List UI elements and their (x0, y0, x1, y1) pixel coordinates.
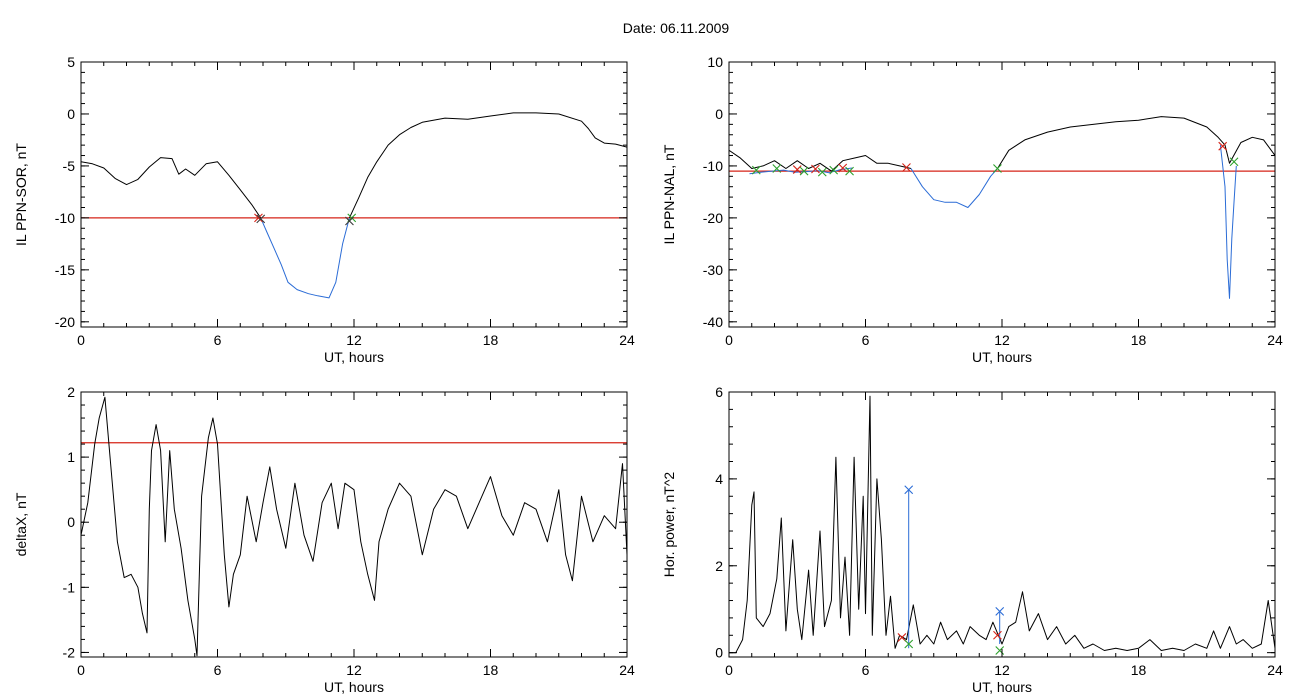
ppn-nal-ytick-label: 0 (715, 106, 723, 122)
hor-power-xtick-label: 18 (1131, 662, 1147, 678)
ppn-nal-marker-2 (792, 165, 802, 174)
ppn-sor-series-1 (260, 217, 350, 299)
deltax-ytick-label: -1 (63, 579, 76, 595)
hor-power-series-1 (908, 489, 1001, 649)
hor-power-marker-4 (904, 639, 914, 649)
ppn-sor-xtick-label: 24 (619, 332, 635, 348)
ppn-nal-ytick-label: -40 (703, 314, 723, 330)
hor-power-xtick-label: 6 (862, 662, 870, 678)
deltax-ytick-label: -2 (63, 644, 76, 660)
ppn-sor-xlabel: UT, hours (324, 349, 384, 365)
hor-power-ytick-label: 4 (715, 471, 723, 487)
ppn-nal-series-1 (749, 145, 1237, 299)
ppn-nal-marker-11 (1218, 141, 1228, 151)
ppn-sor-xtick-label: 18 (483, 332, 499, 348)
ppn-sor-xtick-label: 12 (346, 332, 362, 348)
hor-power-xtick-label: 0 (725, 662, 733, 678)
ppn-nal-marker-10 (993, 164, 1002, 173)
ppn-nal-marker-3 (799, 166, 809, 176)
deltax-xtick-label: 12 (346, 662, 362, 678)
ppn-sor-ylabel: IL PPN-SOR, nT (13, 143, 29, 246)
ppn-nal-ytick-label: 10 (707, 54, 723, 70)
ppn-nal-xtick-label: 6 (862, 332, 870, 348)
deltax-xtick-label: 0 (77, 662, 85, 678)
ppn-nal-marker-7 (838, 163, 848, 173)
ppn-sor-ytick-label: 0 (67, 106, 75, 122)
ppn-nal-axes-frame (728, 61, 1276, 328)
ppn-sor-xtick-label: 0 (77, 332, 85, 348)
hor-power-xtick-label: 12 (994, 662, 1010, 678)
hor-power-ylabel: Hor. power, nT^2 (661, 472, 677, 578)
deltax-xlabel: UT, hours (324, 679, 384, 695)
ppn-nal-marker-8 (845, 166, 854, 176)
ppn-sor-series-0 (81, 112, 627, 219)
ppn-nal-ytick-label: -30 (703, 262, 723, 278)
panel-ppn-nal: 0 6 12 18 24 -40 -30 -20 -10 0 10 UT, hours IL PPN-N… (661, 54, 1283, 365)
ppn-nal-marker-12 (1229, 157, 1239, 167)
ppn-sor-ytick-label: -20 (55, 314, 75, 330)
ppn-sor-ytick-label: 5 (67, 54, 75, 70)
hor-power-series-0 (729, 395, 1275, 654)
deltax-xtick-label: 18 (483, 662, 499, 678)
panel-ppn-sor: 0 6 12 18 24 -20 -15 -10 -5 0 5 UT, hours IL PPN-SOR… (13, 54, 635, 365)
hor-power-marker-0 (904, 485, 914, 495)
ppn-nal-marker-6 (829, 165, 839, 175)
deltax-axes-frame (80, 391, 628, 658)
ppn-sor-ytick-label: -10 (55, 210, 75, 226)
hor-power-marker-2 (897, 633, 907, 642)
deltax-ytick-label: 2 (67, 384, 75, 400)
deltax-xtick-label: 24 (619, 662, 635, 678)
ppn-sor-axes-frame (80, 61, 628, 328)
ppn-nal-marker-1 (772, 164, 782, 173)
ppn-nal-marker-0 (751, 165, 761, 175)
ppn-nal-xtick-label: 12 (994, 332, 1010, 348)
ppn-nal-xtick-label: 0 (725, 332, 733, 348)
hor-power-ytick-label: 2 (715, 558, 723, 574)
ppn-sor-marker-1 (256, 214, 266, 224)
hor-power-ytick-label: 0 (715, 645, 723, 661)
hor-power-marker-1 (995, 606, 1005, 616)
ppn-nal-ylabel: IL PPN-NAL, nT (661, 144, 677, 244)
hor-power-marker-3 (993, 630, 1002, 640)
ppn-nal-xlabel: UT, hours (972, 349, 1032, 365)
ppn-sor-ytick-label: -15 (55, 262, 75, 278)
ppn-nal-xtick-label: 24 (1267, 332, 1283, 348)
ppn-nal-ytick-label: -20 (703, 210, 723, 226)
ppn-nal-ytick-label: -10 (703, 158, 723, 174)
deltax-xtick-label: 6 (214, 662, 222, 678)
hor-power-ytick-label: 6 (715, 384, 723, 400)
hor-power-xlabel: UT, hours (972, 679, 1032, 695)
ppn-nal-xtick-label: 18 (1131, 332, 1147, 348)
figure-title: Date: 06.11.2009 (623, 20, 730, 36)
ppn-sor-marker-0 (254, 213, 263, 223)
ppn-nal-marker-5 (817, 167, 827, 177)
deltax-series-0 (81, 396, 627, 657)
hor-power-axes-frame (728, 391, 1276, 658)
deltax-ytick-label: 0 (67, 514, 75, 530)
deltax-ylabel: deltaX, nT (13, 492, 29, 556)
hor-power-marker-5 (995, 646, 1005, 655)
deltax-ytick-label: 1 (67, 449, 75, 465)
hor-power-xtick-label: 24 (1267, 662, 1283, 678)
ppn-sor-marker-3 (345, 216, 354, 226)
ppn-nal-marker-9 (902, 163, 911, 172)
ppn-sor-ytick-label: -5 (63, 158, 76, 174)
ppn-nal-series-0 (729, 116, 1275, 172)
ppn-nal-marker-4 (811, 164, 820, 174)
ppn-sor-xtick-label: 6 (214, 332, 222, 348)
